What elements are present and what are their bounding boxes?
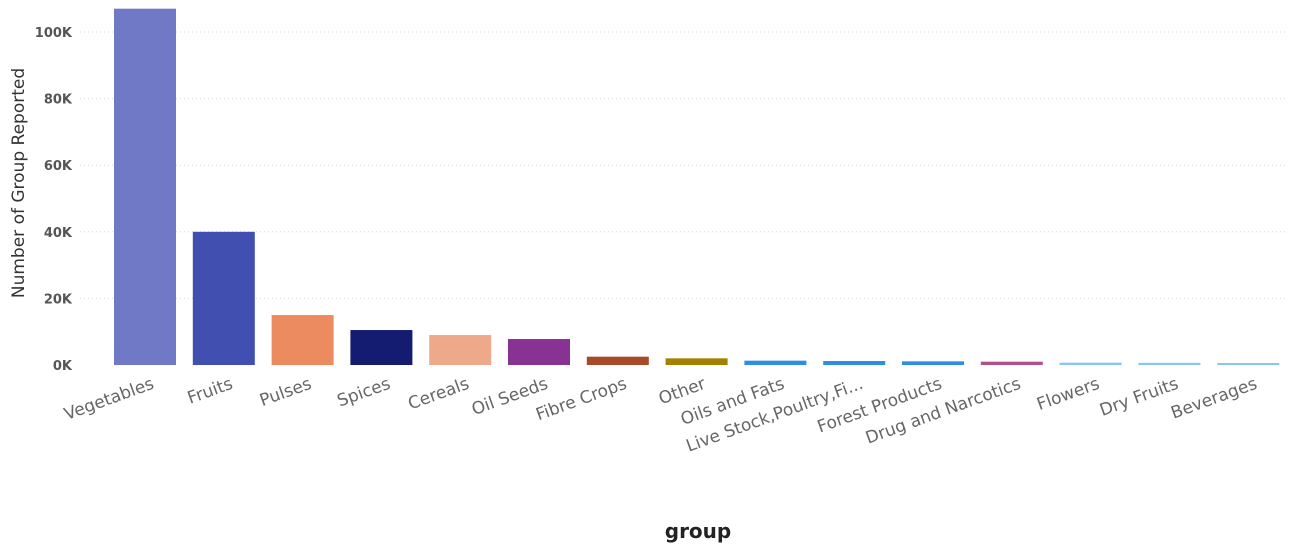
x-tick-label: Beverages xyxy=(1168,374,1260,424)
bar xyxy=(350,330,413,365)
bar xyxy=(586,356,649,365)
bar xyxy=(1138,362,1201,365)
bar xyxy=(192,231,255,365)
bar xyxy=(429,335,492,365)
bar xyxy=(1217,363,1280,366)
gridlines xyxy=(80,31,1286,299)
bar xyxy=(665,358,728,365)
x-tick-label: Fibre Crops xyxy=(533,374,629,425)
bar xyxy=(114,8,176,365)
bar xyxy=(508,339,570,365)
y-tick-label: 80K xyxy=(44,93,73,108)
x-tick-label: Cereals xyxy=(405,374,472,415)
y-tick-label: 100K xyxy=(35,26,73,41)
x-tick-label: Flowers xyxy=(1034,374,1102,415)
y-tick-label: 40K xyxy=(44,226,73,241)
y-axis-title: Number of Group Reported xyxy=(9,68,29,298)
bar xyxy=(744,360,807,365)
y-axis-ticks: 0K 20K 40K 60K 80K 100K xyxy=(35,26,73,374)
bar xyxy=(1059,362,1122,365)
bar xyxy=(823,361,886,365)
x-tick-label: Pulses xyxy=(257,374,314,411)
y-tick-label: 20K xyxy=(44,292,73,307)
y-tick-label: 0K xyxy=(53,359,73,374)
bar xyxy=(902,361,964,365)
bars xyxy=(114,8,1280,366)
bar xyxy=(980,361,1043,365)
bar xyxy=(271,315,334,365)
y-tick-label: 60K xyxy=(44,159,73,174)
x-tick-label: Vegetables xyxy=(62,374,157,425)
x-tick-label: Fruits xyxy=(185,374,236,409)
x-axis-title: group xyxy=(665,519,731,543)
x-tick-label: Spices xyxy=(335,374,394,412)
x-tick-label: Dry Fruits xyxy=(1097,374,1181,421)
